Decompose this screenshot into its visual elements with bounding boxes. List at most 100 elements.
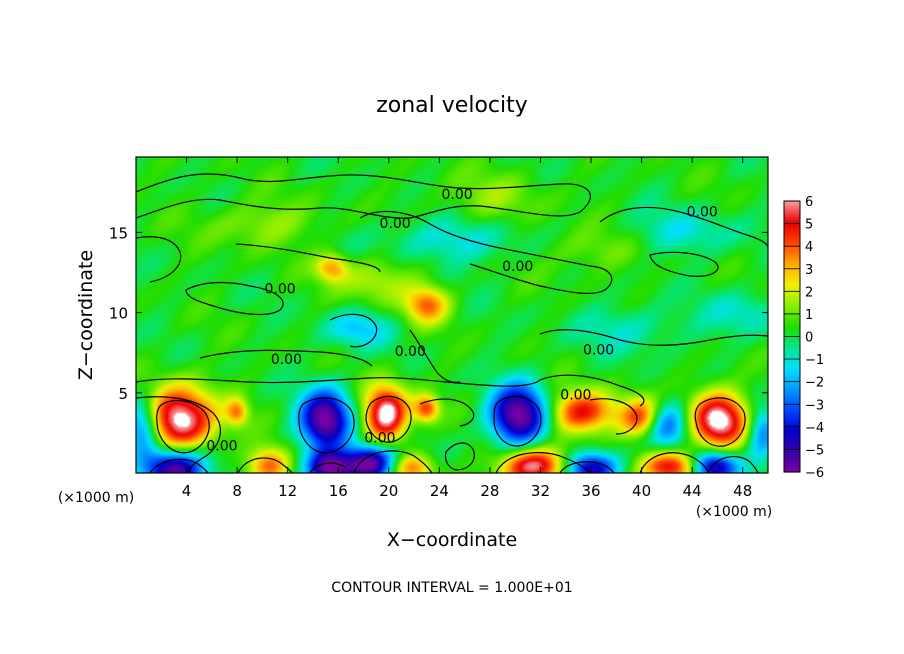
colorbar-segment — [784, 383, 800, 387]
contour-line — [599, 206, 768, 249]
colorbar-segment — [784, 275, 800, 279]
colorbar-segment — [784, 404, 800, 408]
colorbar-segment — [784, 273, 800, 277]
colorbar-segment — [784, 406, 800, 410]
x-tick-label: 32 — [531, 482, 550, 500]
colorbar-segment — [784, 293, 800, 297]
colorbar-segment — [784, 261, 800, 265]
colorbar-segment — [784, 395, 800, 399]
colorbar-segment — [784, 304, 800, 308]
contour-line — [495, 452, 591, 473]
x-tick-label: 24 — [430, 482, 449, 500]
colorbar-segment — [784, 250, 800, 254]
colorbar-segment — [784, 386, 800, 390]
colorbar-segment — [784, 431, 800, 435]
colorbar-segment — [784, 300, 800, 304]
colorbar-segment — [784, 234, 800, 238]
colorbar-segment — [784, 318, 800, 322]
contour-line — [136, 396, 222, 473]
colorbar-segment — [784, 309, 800, 313]
colorbar-segment — [784, 449, 800, 453]
colorbar-segment — [784, 219, 800, 222]
contour-label: 0.00 — [560, 387, 591, 403]
colorbar-segment — [784, 438, 800, 441]
contour-line — [199, 349, 373, 367]
colorbar-segment — [784, 408, 800, 412]
colorbar: 6 5 4 3 2 1 0 −1 −2 −3 −4 −5 −6 — [783, 195, 824, 481]
colorbar-segment — [784, 313, 800, 317]
colorbar-segment — [784, 334, 800, 338]
colorbar-segment — [784, 325, 800, 329]
contour-line — [359, 210, 613, 295]
contour-line — [539, 374, 645, 407]
contour-line — [493, 395, 542, 447]
contour-line — [419, 398, 475, 427]
colorbar-segment — [784, 284, 800, 288]
colorbar-segment — [784, 214, 800, 218]
colorbar-segment — [784, 212, 800, 216]
colorbar-segment — [784, 354, 800, 358]
colorbar-tick-label: 5 — [805, 218, 813, 233]
colorbar-segment — [784, 298, 800, 301]
colorbar-segment — [784, 435, 800, 439]
y-tick-label: 15 — [109, 224, 128, 242]
colorbar-segment — [784, 302, 800, 306]
y-axis: 5 10 15 — [109, 224, 768, 403]
colorbar-tick-label: 1 — [805, 308, 813, 323]
colorbar-segment — [784, 469, 800, 473]
x-tick-label: 12 — [278, 482, 297, 500]
colorbar-segment — [784, 453, 800, 457]
colorbar-segment — [784, 257, 800, 261]
colorbar-segment — [784, 268, 800, 272]
colorbar-segment — [784, 239, 800, 243]
colorbar-segment — [784, 374, 800, 378]
contour-label: 0.00 — [265, 282, 296, 298]
contour-line — [707, 456, 759, 473]
x-axis: 4 8 12 16 20 24 28 32 36 40 44 48 — [182, 157, 752, 500]
colorbar-segment — [784, 420, 800, 423]
colorbar-segment — [784, 221, 800, 225]
colorbar-segment — [784, 361, 800, 365]
colorbar-segment — [784, 426, 800, 430]
colorbar-segment — [784, 458, 800, 462]
colorbar-segment — [784, 440, 800, 444]
contour-line — [639, 452, 709, 473]
contour-line — [649, 251, 719, 277]
contour-line — [136, 377, 541, 387]
colorbar-segment — [784, 397, 800, 401]
contour-line — [149, 458, 209, 473]
zero-contour-lines — [136, 173, 768, 473]
colorbar-segment — [784, 322, 800, 326]
colorbar-segment — [784, 228, 800, 231]
colorbar-segment — [784, 248, 800, 252]
x-tick-label: 40 — [632, 482, 651, 500]
contour-line — [365, 395, 412, 443]
colorbar-segment — [784, 392, 800, 396]
contour-line — [444, 442, 475, 471]
colorbar-segment — [784, 225, 800, 229]
contour-line — [589, 398, 638, 435]
colorbar-tick-label: 3 — [805, 263, 813, 278]
contour-line — [329, 313, 378, 348]
x-unit-right: (×1000 m) — [696, 504, 772, 520]
colorbar-segment — [784, 241, 800, 245]
chart-title: zonal velocity — [376, 93, 528, 118]
x-tick-label: 20 — [379, 482, 398, 500]
colorbar-segment — [784, 277, 800, 281]
contour-line — [694, 397, 746, 447]
contour-line — [309, 462, 347, 473]
colorbar-segment — [784, 422, 800, 426]
x-tick-label: 28 — [480, 482, 499, 500]
contour-label: 0.00 — [502, 259, 533, 275]
colorbar-segment — [784, 232, 800, 236]
colorbar-segment — [784, 352, 800, 356]
colorbar-segment — [784, 401, 800, 405]
colorbar-segment — [784, 415, 800, 419]
colorbar-segment — [784, 462, 800, 466]
contour-label: 0.00 — [395, 344, 426, 360]
contour-line — [409, 329, 461, 383]
colorbar-segment — [784, 390, 800, 394]
x-unit-left: (×1000 m) — [58, 490, 134, 506]
colorbar-segment — [784, 411, 800, 414]
contour-label: 0.00 — [441, 187, 472, 203]
